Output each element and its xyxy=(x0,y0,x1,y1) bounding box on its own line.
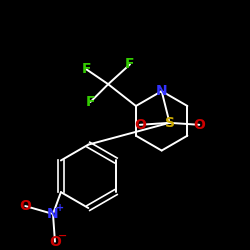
Text: S: S xyxy=(164,116,174,130)
Text: O: O xyxy=(134,118,146,132)
Text: F: F xyxy=(86,95,95,109)
Text: F: F xyxy=(125,58,135,71)
Text: F: F xyxy=(82,62,91,76)
Text: N: N xyxy=(156,84,168,98)
Text: O: O xyxy=(49,235,61,249)
Text: N: N xyxy=(47,207,59,221)
Text: O: O xyxy=(19,199,31,213)
Text: +: + xyxy=(56,203,64,213)
Text: O: O xyxy=(193,118,205,132)
Text: −: − xyxy=(58,231,68,241)
